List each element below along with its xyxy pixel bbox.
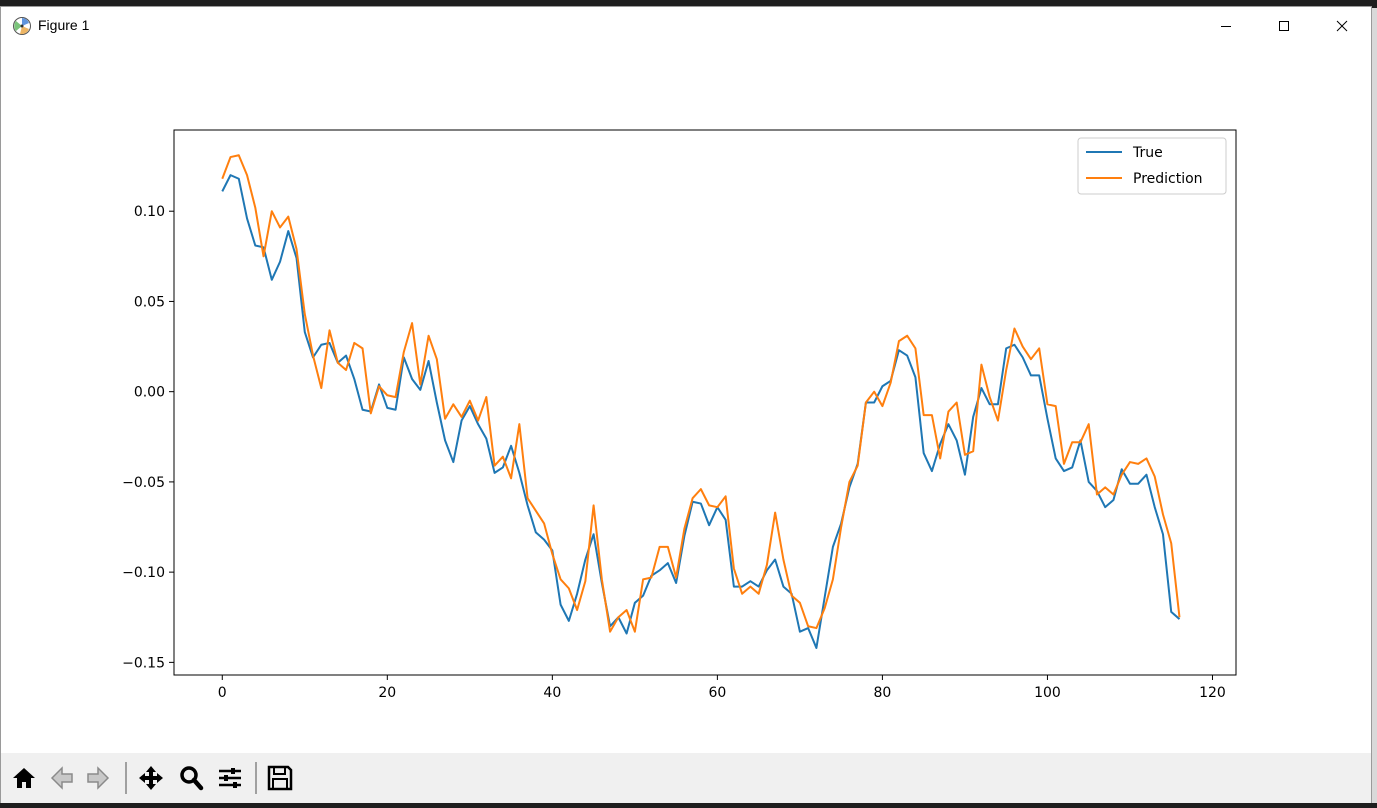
x-tick-label: 60 [708,685,726,701]
forward-arrow-icon [87,766,110,790]
x-tick-label: 80 [873,685,891,701]
close-icon [1336,20,1348,32]
minimize-button[interactable] [1197,7,1255,45]
x-axis: 0 20 40 60 80 100 120 [218,675,1226,701]
configure-subplots-icon [219,768,241,788]
background-window-edge [1372,8,1377,803]
y-tick-label: −0.05 [122,475,165,491]
x-tick-label: 100 [1034,685,1061,701]
series-line-true [221,174,1181,649]
app-icon [13,17,31,35]
pan-move-icon [139,766,163,790]
figure-canvas[interactable]: 0 20 40 60 80 100 120 0.10 0.05 0.00 −0.05 −0.10 −0… [1,45,1371,753]
home-icon [13,768,35,788]
plot-lines [221,154,1181,649]
back-button[interactable] [45,761,79,795]
save-floppy-icon [267,765,293,791]
y-tick-label: 0.05 [134,294,165,310]
legend-label: True [1132,145,1163,161]
y-tick-label: 0.10 [134,204,165,220]
title-bar[interactable]: Figure 1 [1,7,1371,45]
zoom-button[interactable] [174,761,208,795]
y-tick-label: −0.15 [122,655,165,671]
x-tick-label: 40 [543,685,561,701]
configure-subplots-button[interactable] [213,761,247,795]
back-arrow-icon [50,766,73,790]
y-tick-label: 0.00 [134,385,165,401]
x-tick-label: 20 [378,685,396,701]
y-axis: 0.10 0.05 0.00 −0.05 −0.10 −0.15 [122,204,174,671]
legend-label: Prediction [1133,171,1203,187]
toolbar-separator [125,762,127,794]
line-chart: 0 20 40 60 80 100 120 0.10 0.05 0.00 −0.05 −0.10 −0… [122,129,1237,701]
figure-window: Figure 1 0 20 40 60 80 100 120 0.10 0.05 0.00 −0.… [0,6,1372,803]
navigation-toolbar [1,753,1371,803]
background-taskbar-strip [0,803,1377,808]
legend: True Prediction [1077,137,1227,195]
y-tick-label: −0.10 [122,565,165,581]
axes-frame [173,129,1237,676]
forward-button[interactable] [81,761,115,795]
minimize-icon [1221,26,1231,27]
maximize-button[interactable] [1255,7,1313,45]
maximize-icon [1279,21,1289,31]
zoom-magnifier-icon [180,766,204,791]
toolbar-separator [255,762,257,794]
window-title: Figure 1 [38,17,90,33]
series-line-prediction [221,154,1181,633]
x-tick-label: 0 [218,685,227,701]
pan-button[interactable] [134,761,168,795]
background-taskbar-strip [0,0,1377,8]
save-button[interactable] [263,761,297,795]
x-tick-label: 120 [1199,685,1226,701]
home-button[interactable] [7,761,41,795]
close-button[interactable] [1313,7,1371,45]
